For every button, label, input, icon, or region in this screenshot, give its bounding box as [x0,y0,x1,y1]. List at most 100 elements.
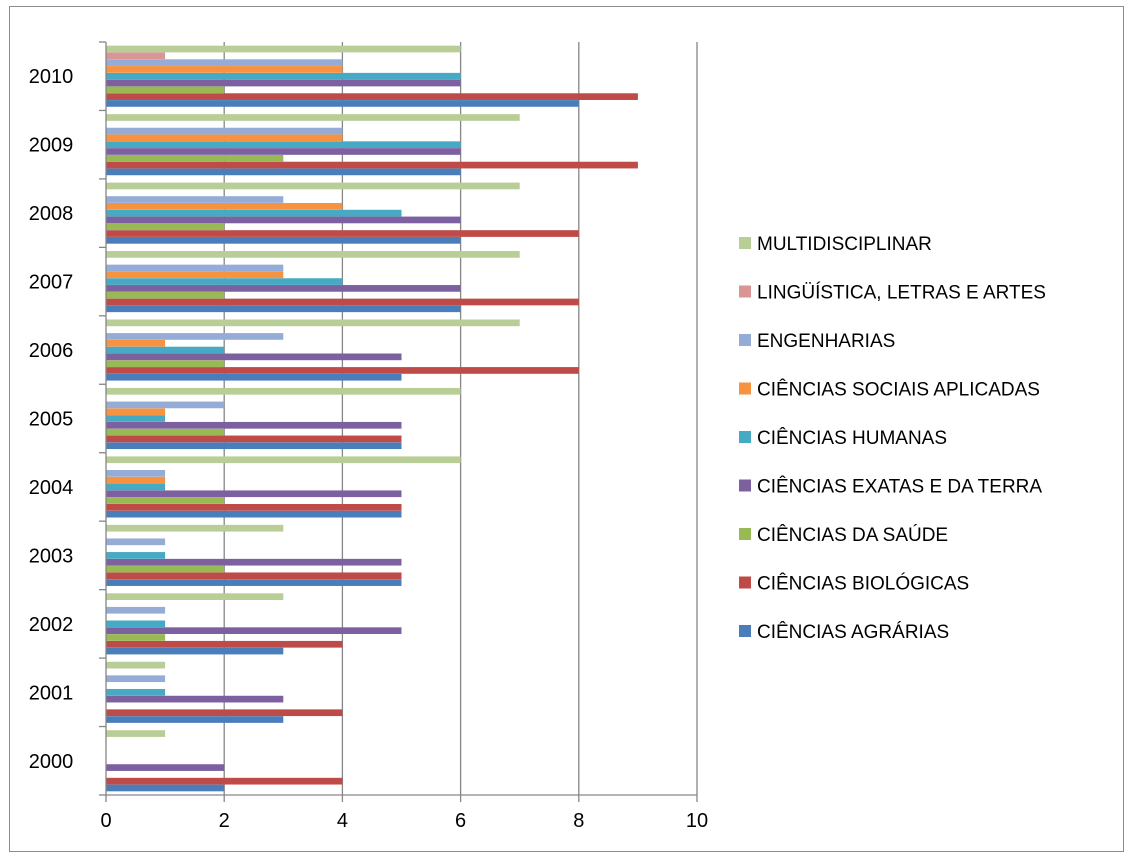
y-tick-label: 2000 [29,751,74,773]
bar [106,558,402,566]
x-tick-label: 10 [686,810,708,832]
bar [106,510,402,518]
bar [106,695,284,703]
grid-lines [223,42,698,795]
bar [106,435,402,443]
bar [106,333,284,340]
bar [106,59,343,66]
bar [106,66,343,73]
bar [106,647,284,655]
bar [106,483,166,491]
bar [106,408,166,416]
legend-label: CIÊNCIAS SOCIAIS APLICADAS [757,379,1040,401]
bar [106,305,461,313]
legend-label: MULTIDISCIPLINAR [757,234,932,255]
legend-label: CIÊNCIAS EXATAS E DA TERRA [757,476,1042,498]
bar [106,470,166,477]
bar [106,93,638,100]
bar [106,72,461,80]
bar [106,127,343,135]
bar [106,634,166,641]
bars [106,45,638,792]
bar [106,86,225,94]
bar [106,291,225,299]
bar [106,236,461,244]
bar [106,161,638,169]
bar [106,148,461,155]
bar [106,428,225,436]
bar [106,415,166,422]
bar [106,353,402,361]
bar [106,421,402,429]
bar [106,675,166,683]
bar [106,593,284,601]
bar [106,730,166,737]
legend-label: CIÊNCIAS DA SAÚDE [757,524,948,546]
bar [106,490,402,498]
bar [106,709,343,717]
bar [106,442,402,450]
bar [106,216,461,224]
bar [106,100,579,107]
legend-swatch [739,431,751,443]
bar [106,640,343,648]
bar [106,339,166,347]
x-tick-label: 0 [100,810,111,832]
bar [106,661,166,669]
legend-label: CIÊNCIAS AGRÁRIAS [757,621,949,643]
bar [106,154,284,162]
bar [106,141,461,149]
y-tick-label: 2010 [29,66,74,88]
bar [106,504,402,511]
bar [106,346,225,354]
bar [106,784,225,792]
axes: 2000 2001 2002 2003 2004 2005 2006 2007 2008 2009… [29,41,708,832]
bar [106,168,461,176]
bar [106,606,166,614]
legend: MULTIDISCIPLINAR LINGÜÍSTICA, LETRAS E AR… [739,234,1046,643]
bar [106,497,225,504]
bar [106,716,284,723]
legend-label: LINGÜÍSTICA, LETRAS E ARTES [757,283,1046,304]
bar [106,278,343,285]
bar [106,223,225,231]
bar [106,319,520,327]
bar [106,271,284,279]
legend-swatch [739,382,751,395]
bar [106,209,402,217]
bar [106,52,166,60]
x-tick-label: 4 [337,810,348,832]
x-tick-label: 8 [573,810,584,832]
bar [106,620,166,628]
bar [106,45,461,53]
y-tick-label: 2002 [29,614,74,636]
bar [106,579,402,586]
legend-swatch [739,625,751,637]
bar [106,367,579,374]
bar [106,572,402,580]
y-tick-label: 2008 [29,203,74,225]
bar [106,476,166,484]
bar [106,230,579,237]
bar [106,196,284,203]
bar [106,114,520,121]
y-tick-label: 2009 [29,135,74,157]
bar [106,202,343,210]
bar [106,456,461,464]
x-tick-label: 6 [455,810,466,832]
legend-swatch [739,334,751,346]
bar [106,777,343,785]
bar [106,387,461,395]
legend-swatch [739,285,751,298]
bar [106,373,402,381]
y-tick-label: 2007 [29,272,74,294]
legend-swatch [739,479,751,492]
legend-swatch [739,528,751,540]
bar [106,688,166,696]
y-tick-label: 2005 [29,409,74,431]
bar [106,134,343,142]
y-tick-label: 2006 [29,340,74,362]
y-tick-label: 2003 [29,545,74,567]
bar [106,264,284,272]
